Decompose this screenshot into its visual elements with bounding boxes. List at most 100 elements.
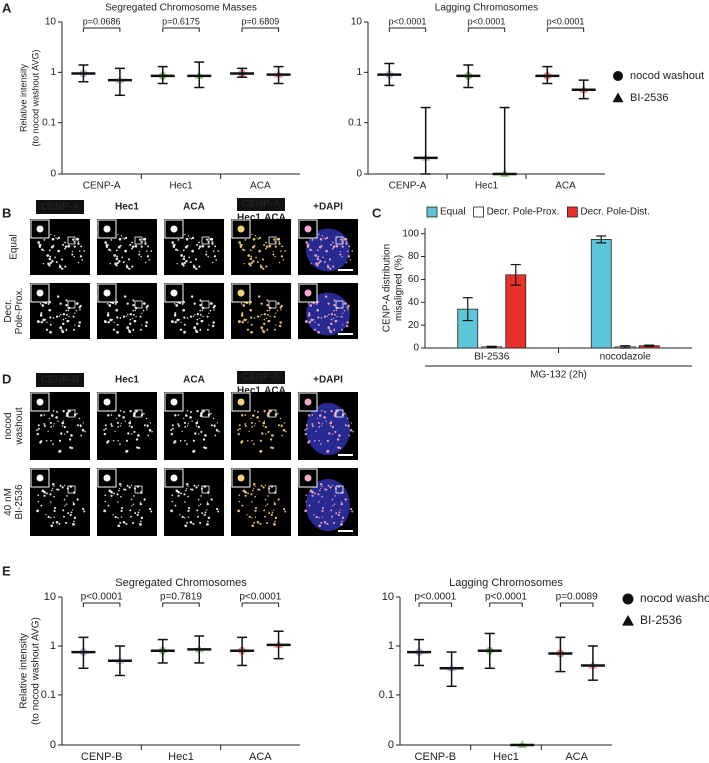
spot bbox=[197, 498, 200, 501]
spot bbox=[324, 238, 327, 240]
spot bbox=[171, 241, 175, 244]
spot bbox=[309, 489, 313, 493]
spot bbox=[75, 237, 79, 241]
spot bbox=[145, 321, 148, 324]
spot bbox=[185, 482, 189, 486]
spot bbox=[318, 501, 320, 503]
spot bbox=[175, 304, 179, 307]
spot bbox=[188, 256, 190, 259]
spot bbox=[196, 409, 199, 413]
spot bbox=[171, 424, 174, 427]
spot bbox=[142, 237, 146, 241]
spot bbox=[54, 256, 56, 259]
spot bbox=[279, 417, 282, 420]
spot bbox=[120, 495, 122, 498]
spot bbox=[120, 485, 122, 487]
spot bbox=[241, 320, 244, 324]
spot bbox=[116, 417, 118, 419]
spot bbox=[274, 255, 276, 258]
roi-box bbox=[268, 300, 277, 309]
spot bbox=[265, 265, 268, 268]
spot bbox=[256, 416, 259, 419]
p-bracket bbox=[418, 602, 453, 607]
spot bbox=[343, 302, 347, 305]
legend-label: nocod washout bbox=[630, 70, 704, 82]
spot bbox=[184, 501, 186, 503]
spot bbox=[80, 245, 83, 248]
spot bbox=[107, 504, 110, 507]
spot bbox=[66, 430, 69, 434]
spot bbox=[207, 255, 209, 258]
spot bbox=[340, 328, 343, 331]
spot bbox=[128, 330, 132, 334]
spot bbox=[132, 317, 134, 320]
spot bbox=[310, 318, 314, 322]
spot bbox=[204, 434, 207, 437]
spot bbox=[332, 505, 334, 507]
spot bbox=[318, 233, 320, 236]
spot bbox=[103, 428, 106, 431]
spot bbox=[198, 433, 200, 435]
spot bbox=[281, 434, 284, 437]
spot bbox=[146, 425, 149, 428]
spot bbox=[199, 521, 202, 524]
spot bbox=[321, 516, 324, 518]
spot bbox=[36, 509, 40, 513]
spot bbox=[207, 516, 211, 520]
spot bbox=[173, 314, 177, 317]
spot bbox=[150, 510, 153, 513]
spot bbox=[171, 494, 174, 497]
spot bbox=[76, 498, 79, 501]
spot bbox=[117, 501, 119, 503]
spot bbox=[350, 422, 352, 424]
y-tick-label: 0.1 bbox=[379, 689, 394, 701]
spot bbox=[139, 509, 141, 511]
spot bbox=[352, 430, 354, 433]
spot bbox=[260, 326, 264, 330]
spot bbox=[110, 423, 113, 425]
y-tick-label: 0 bbox=[356, 169, 362, 180]
spot bbox=[336, 438, 340, 441]
label-box bbox=[36, 200, 84, 214]
spot bbox=[117, 517, 119, 519]
spot bbox=[70, 511, 73, 514]
spot bbox=[206, 328, 209, 331]
spot bbox=[273, 502, 277, 506]
spot bbox=[211, 324, 215, 328]
x-tick-label: Hec1 bbox=[493, 751, 519, 763]
x-tick-label: Hec1 bbox=[169, 181, 193, 192]
legend-label: Equal bbox=[440, 207, 466, 218]
inset-spot bbox=[237, 474, 245, 482]
spot bbox=[252, 489, 254, 492]
spot bbox=[321, 485, 323, 487]
spot bbox=[52, 425, 55, 427]
spot bbox=[183, 330, 186, 334]
spot bbox=[140, 520, 142, 523]
y-tick-label: 0.1 bbox=[42, 117, 56, 128]
spot bbox=[339, 238, 343, 241]
spot bbox=[259, 265, 263, 269]
spot bbox=[195, 330, 199, 334]
spot bbox=[260, 484, 263, 487]
spot bbox=[180, 492, 182, 495]
spot bbox=[131, 505, 133, 507]
spot bbox=[60, 432, 63, 435]
spot bbox=[127, 432, 130, 435]
x-tick-label: CENP-A bbox=[389, 181, 427, 192]
spot bbox=[173, 303, 176, 305]
spot bbox=[278, 242, 281, 245]
spot bbox=[344, 412, 346, 415]
y-tick-label: 10 bbox=[382, 591, 394, 603]
spot bbox=[129, 243, 132, 246]
spot bbox=[351, 510, 354, 513]
spot bbox=[262, 486, 265, 489]
spot bbox=[320, 317, 323, 319]
spot bbox=[118, 487, 121, 490]
dapi-stain bbox=[306, 478, 350, 532]
spot bbox=[218, 430, 220, 433]
spot bbox=[175, 248, 178, 251]
spot bbox=[309, 248, 312, 251]
spot bbox=[137, 434, 140, 437]
spot bbox=[305, 424, 308, 427]
spot bbox=[53, 509, 56, 512]
